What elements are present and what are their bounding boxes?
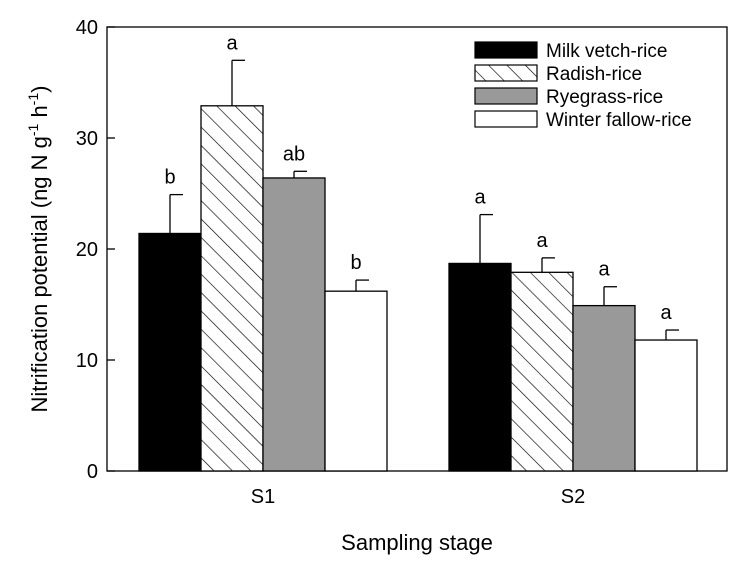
significance-letter: b: [164, 167, 175, 189]
y-tick-label: 20: [76, 239, 98, 261]
legend-swatch: [474, 87, 538, 105]
significance-letter: a: [536, 230, 548, 252]
bar: [572, 304, 636, 472]
bar: [510, 271, 574, 472]
y-tick-label: 0: [87, 461, 98, 483]
legend-swatch: [474, 64, 538, 82]
bar: [262, 177, 326, 472]
legend-label: Radish-rice: [546, 64, 642, 85]
significance-letter: ab: [283, 143, 305, 165]
significance-letter: a: [598, 259, 610, 281]
bar: [200, 105, 264, 472]
y-axis-title: Nitrification potential (ng N g-1 h-1): [25, 86, 52, 413]
legend-swatch: [474, 110, 538, 128]
bar: [448, 262, 512, 472]
bar: [138, 232, 202, 472]
y-tick-label: 40: [76, 17, 98, 39]
x-tick-label: S1: [251, 486, 275, 508]
significance-letter: a: [660, 302, 672, 324]
y-tick-label: 30: [76, 128, 98, 150]
bar: [324, 290, 388, 472]
y-axis: 0 10 20 30 40: [76, 17, 115, 483]
x-axis: S1 S2: [251, 463, 585, 508]
significance-letter: a: [226, 32, 238, 54]
legend-swatch: [474, 41, 538, 59]
legend-label: Milk vetch-rice: [546, 41, 667, 62]
x-axis-title: Sampling stage: [341, 530, 493, 555]
significance-letter: b: [350, 252, 361, 274]
bar-groups: b a ab b a a a a: [138, 32, 698, 472]
legend-label: Winter fallow-rice: [546, 110, 692, 131]
legend: Milk vetch-riceRadish-riceRyegrass-riceW…: [474, 41, 692, 131]
bar: [634, 339, 698, 472]
y-tick-label: 10: [76, 350, 98, 372]
x-tick-label: S2: [561, 486, 585, 508]
significance-letter: a: [474, 187, 486, 209]
legend-label: Ryegrass-rice: [546, 87, 663, 108]
